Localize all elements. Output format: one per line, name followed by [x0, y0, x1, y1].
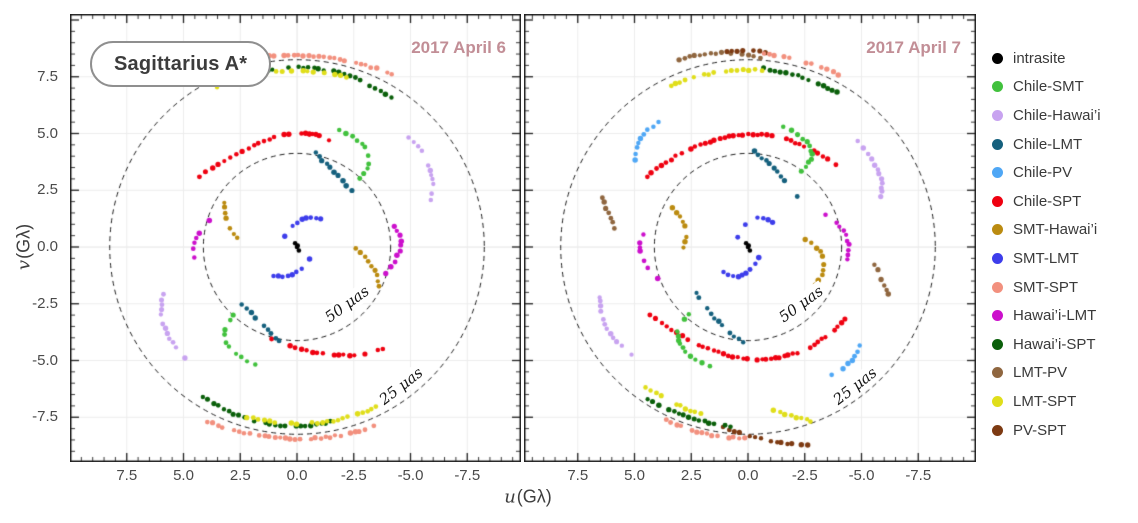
y-tick-label: 7.5 [37, 67, 58, 85]
x-tick-label: 5.0 [624, 467, 645, 484]
legend-swatch-icon [992, 109, 1003, 121]
legend-item: Chile-LMT [992, 130, 1138, 159]
legend-swatch-icon [992, 224, 1003, 236]
legend-item: Hawai’i-SPT [992, 330, 1138, 359]
x-tick-label: -5.0 [848, 467, 875, 484]
y-axis-tick-labels: 7.5 5.0 2.5 0.0 -2.5 -5.0 -7.5 [24, 14, 62, 462]
legend-label: Chile-PV [1013, 164, 1073, 182]
legend-label: intrasite [1013, 49, 1066, 67]
legend-item: Chile-Hawai’i [992, 101, 1138, 130]
legend-swatch-icon [992, 81, 1003, 93]
legend-label: SMT-LMT [1013, 249, 1079, 267]
x-axis-tick-labels: 7.5 5.0 2.5 0.0 -2.5 -5.0 -7.5 [70, 467, 521, 487]
legend-item: LMT-SPT [992, 387, 1138, 416]
legend-label: PV-SPT [1013, 421, 1067, 439]
legend-label: Hawai’i-LMT [1013, 307, 1097, 325]
legend: intrasite Chile-SMT Chile-Hawai’i Chile-LMT… [992, 44, 1138, 444]
legend-item: SMT-SPT [992, 273, 1138, 302]
legend-label: SMT-SPT [1013, 278, 1079, 296]
panel-april-7: 2017 April 7 50 μas 25 μas 7.5 5.0 2.5 0.0-… [524, 14, 976, 484]
legend-item: LMT-PV [992, 359, 1138, 388]
legend-label: Hawai’i-SPT [1013, 335, 1096, 353]
legend-label: Chile-SMT [1013, 78, 1084, 96]
x-axis-unit: (Gλ) [516, 486, 552, 507]
y-tick-label: -7.5 [32, 408, 58, 426]
legend-swatch-icon [992, 338, 1003, 350]
y-tick-label: -5.0 [32, 351, 58, 369]
panel-date: 2017 April 7 [866, 38, 961, 57]
x-tick-label: 7.5 [116, 467, 138, 484]
y-tick-label: 2.5 [37, 181, 58, 199]
legend-item: PV-SPT [992, 416, 1138, 445]
legend-swatch-icon [992, 310, 1003, 322]
legend-item: Chile-SPT [992, 187, 1138, 216]
x-tick-label: -2.5 [340, 467, 367, 484]
legend-swatch-icon [992, 395, 1003, 407]
source-name: Sagittarius A* [114, 53, 248, 75]
uv-plot-canvas-april-6 [70, 14, 521, 462]
legend-label: LMT-SPT [1013, 392, 1077, 410]
y-tick-label: 0.0 [37, 238, 58, 255]
legend-swatch-icon [992, 424, 1003, 436]
legend-label: Chile-Hawai’i [1013, 106, 1101, 124]
legend-swatch-icon [992, 281, 1003, 293]
x-axis-variable: u [504, 486, 516, 508]
panel-april-6: Sagittarius A* 2017 April 6 50 μas 25 μa… [70, 14, 521, 484]
legend-swatch-icon [992, 195, 1003, 207]
legend-label: LMT-PV [1013, 364, 1068, 382]
legend-item: Chile-SMT [992, 73, 1138, 102]
legend-label: Chile-LMT [1013, 135, 1083, 153]
legend-item: SMT-LMT [992, 244, 1138, 273]
legend-item: intrasite [992, 44, 1138, 73]
uv-plot-canvas-april-7 [524, 14, 976, 462]
legend-swatch-icon [992, 52, 1003, 64]
panel-date: 2017 April 6 [411, 38, 506, 57]
x-tick-label: 5.0 [173, 467, 194, 484]
legend-item: Hawai’i-LMT [992, 301, 1138, 330]
y-tick-label: 5.0 [37, 124, 58, 142]
legend-swatch-icon [992, 252, 1003, 264]
x-tick-label: -7.5 [905, 467, 932, 484]
legend-swatch-icon [992, 167, 1003, 179]
x-tick-label: 0.0 [737, 467, 759, 484]
legend-label: SMT-Hawai’i [1013, 221, 1098, 239]
legend-item: SMT-Hawai’i [992, 216, 1138, 245]
x-tick-label: 0.0 [286, 467, 308, 484]
x-tick-label: -5.0 [397, 467, 424, 484]
legend-swatch-icon [992, 138, 1003, 150]
x-axis-tick-labels: 7.5 5.0 2.5 0.0 -2.5 -5.0 -7.5 [524, 467, 976, 487]
x-tick-label: 7.5 [567, 467, 589, 484]
x-tick-label: -7.5 [454, 467, 481, 484]
legend-item: Chile-PV [992, 158, 1138, 187]
x-tick-label: 2.5 [680, 467, 702, 484]
y-tick-label: -2.5 [32, 294, 58, 312]
x-axis-label: u(Gλ) [504, 487, 552, 508]
legend-label: Chile-SPT [1013, 192, 1082, 210]
x-tick-label: -2.5 [791, 467, 818, 484]
source-label-box: Sagittarius A* [90, 41, 272, 87]
x-tick-label: 2.5 [229, 467, 251, 484]
legend-swatch-icon [992, 367, 1003, 379]
